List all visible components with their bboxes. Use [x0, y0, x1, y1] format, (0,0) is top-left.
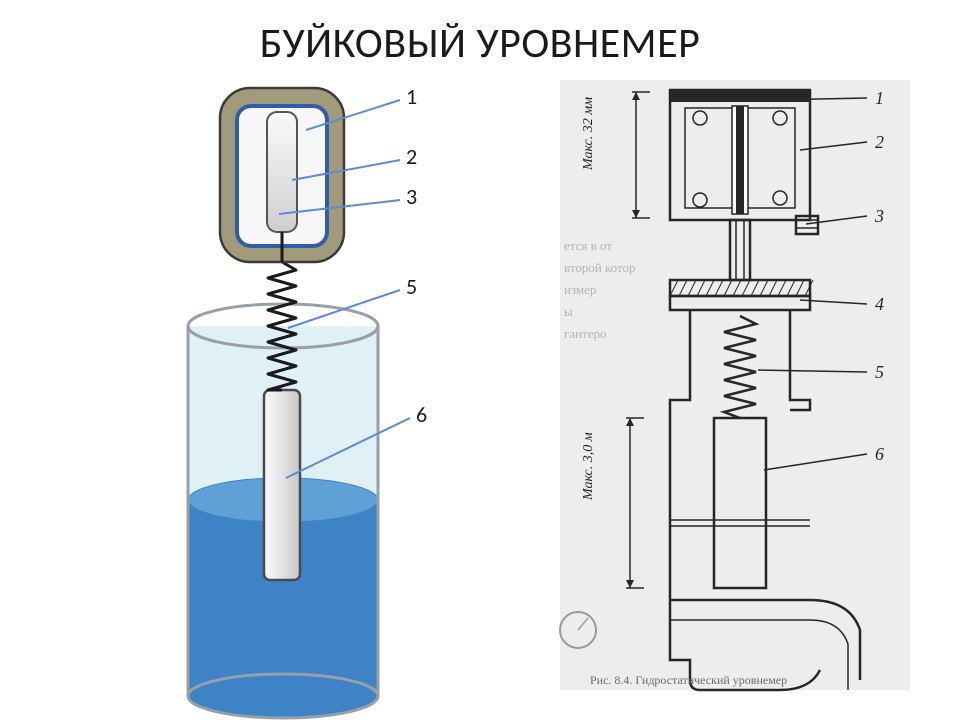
tech-label: 4 [875, 294, 884, 314]
displacer [264, 390, 300, 580]
callout-number: 2 [406, 143, 417, 170]
tech-label: 1 [875, 88, 884, 108]
tech-label: Макс. 32 мм [581, 97, 596, 171]
tech-label: 2 [875, 132, 884, 152]
tech-drawing: ется в отвторой которизмерыгантероМакс. … [560, 80, 910, 690]
tech-label: 3 [874, 206, 884, 226]
callout-number: 5 [406, 273, 417, 300]
beaker-bottom [188, 674, 378, 718]
figure-caption: Рис. 8.4. Гидростатический уровнемер [590, 673, 787, 687]
callout-number: 3 [406, 183, 417, 210]
diagram-stage: 12356ется в отвторой которизмерыгантероМ… [0, 0, 960, 720]
callout-number: 6 [416, 401, 427, 428]
tech-label: 5 [875, 362, 884, 382]
leader-line [288, 290, 400, 328]
callout-number: 1 [406, 83, 417, 110]
tech-label: Макс. 3,0 м [581, 432, 596, 501]
tech-label: 6 [875, 444, 884, 464]
